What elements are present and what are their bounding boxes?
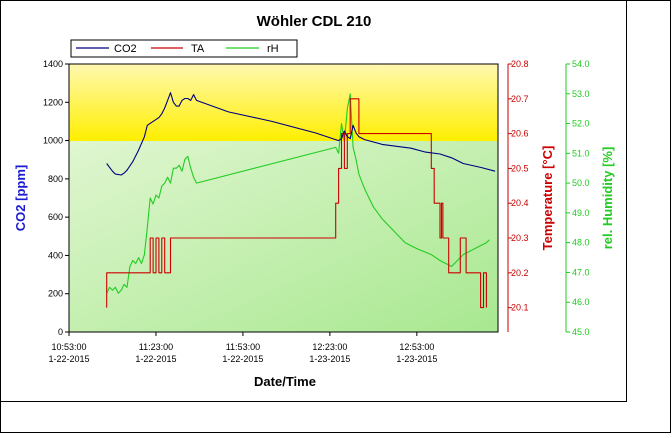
temp-tick-label: 20.2 <box>511 268 529 278</box>
co2-tick-label: 400 <box>48 250 63 260</box>
rh-tick-label: 46.0 <box>572 297 590 307</box>
chart-title: Wöhler CDL 210 <box>257 13 372 30</box>
series-ta-line <box>106 98 487 309</box>
co2-tick-label: 1200 <box>43 97 63 107</box>
x-axis-label: Date/Time <box>254 374 316 389</box>
rh-tick-label: 53.0 <box>572 89 590 99</box>
legend: CO2 TA rH <box>70 39 298 58</box>
temp-tick-label: 20.1 <box>511 303 529 313</box>
co2-tick-label: 200 <box>48 289 63 299</box>
legend-rh-label: rH <box>267 43 279 55</box>
zone-yellow <box>69 64 498 141</box>
x-tick-date-label: 1-22-2015 <box>222 354 263 364</box>
frame-right-edge <box>626 1 627 401</box>
rh-tick-label: 52.0 <box>572 119 590 129</box>
x-tick-date-label: 1-22-2015 <box>135 354 176 364</box>
rh-tick-label: 45.0 <box>572 327 590 337</box>
temp-tick-label: 20.3 <box>511 233 529 243</box>
x-tick-time-label: 11:23:00 <box>139 342 173 352</box>
co2-tick-label: 1000 <box>43 136 63 146</box>
series-layer <box>106 92 496 309</box>
x-tick-date-label: 1-22-2015 <box>48 354 89 364</box>
temp-tick-label: 20.8 <box>511 59 529 69</box>
x-tick-time-label: 12:23:00 <box>312 342 347 352</box>
axes-layer: 0 200 400 600 800 1000 1200 1400 20.1 20.2 20.3 20.… <box>43 59 590 364</box>
plot-border <box>68 63 499 333</box>
rh-tick-label: 54.0 <box>572 59 590 69</box>
series-rh-line <box>106 93 490 294</box>
rh-tick-label: 50.0 <box>572 178 590 188</box>
rh-tick-label: 51.0 <box>572 148 590 158</box>
x-tick-time-label: 10:53:00 <box>51 342 86 352</box>
temp-tick-label: 20.7 <box>511 94 529 104</box>
x-tick-date-label: 1-23-2015 <box>309 354 350 364</box>
temp-tick-label: 20.4 <box>511 198 529 208</box>
series-co2-line <box>106 92 496 176</box>
frame-bottom-edge <box>1 401 627 402</box>
temp-tick-label: 20.5 <box>511 163 529 173</box>
co2-tick-label: 1400 <box>43 59 63 69</box>
co2-axis-label: CO2 [ppm] <box>13 165 28 231</box>
rh-tick-label: 49.0 <box>572 208 590 218</box>
legend-co2-label: CO2 <box>114 43 137 55</box>
rh-tick-label: 47.0 <box>572 267 590 277</box>
co2-tick-label: 0 <box>58 327 63 337</box>
x-tick-time-label: 12:53:00 <box>399 342 434 352</box>
rh-tick-label: 48.0 <box>572 238 590 248</box>
x-tick-time-label: 11:53:00 <box>226 342 260 352</box>
rh-axis-label: rel. Humidity [%] <box>600 147 615 250</box>
temp-axis-label: Temperature [°C] <box>540 146 555 251</box>
x-tick-date-label: 1-23-2015 <box>396 354 437 364</box>
temp-tick-label: 20.6 <box>511 129 529 139</box>
zone-green <box>69 141 498 332</box>
legend-ta-label: TA <box>191 43 205 55</box>
co2-tick-label: 800 <box>48 174 63 184</box>
co2-tick-label: 600 <box>48 212 63 222</box>
